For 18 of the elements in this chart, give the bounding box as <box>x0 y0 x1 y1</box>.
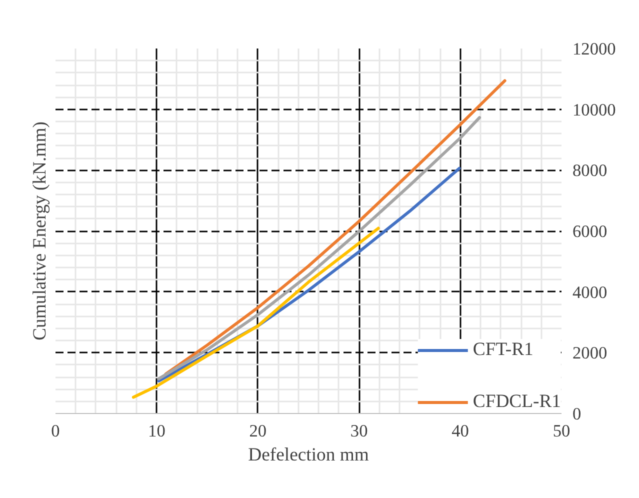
legend-label: CFT-R1 <box>472 339 534 361</box>
y-tick-label: 10000 <box>572 100 616 120</box>
y-tick-label: 12000 <box>572 40 616 58</box>
y-tick-label: 2000 <box>572 344 608 363</box>
x-tick-label: 20 <box>249 422 267 440</box>
line-series <box>132 226 380 399</box>
y-tick-label: 4000 <box>572 282 608 302</box>
y-tick-label: 6000 <box>572 222 608 241</box>
y-axis-title: Cumulative Energy (kN.mm) <box>30 122 50 340</box>
y-tick-label: 8000 <box>572 161 608 180</box>
x-tick-label: 30 <box>350 422 368 440</box>
legend-label: CFDCL-R1 <box>472 391 561 413</box>
x-tick-label: 50 <box>552 422 570 440</box>
y-tick-label: 0 <box>572 404 582 424</box>
x-axis-title: Defelection mm <box>248 444 370 466</box>
x-tick-label: 40 <box>452 422 469 440</box>
x-tick-label: 10 <box>148 422 166 440</box>
x-tick-label: 0 <box>51 422 60 440</box>
